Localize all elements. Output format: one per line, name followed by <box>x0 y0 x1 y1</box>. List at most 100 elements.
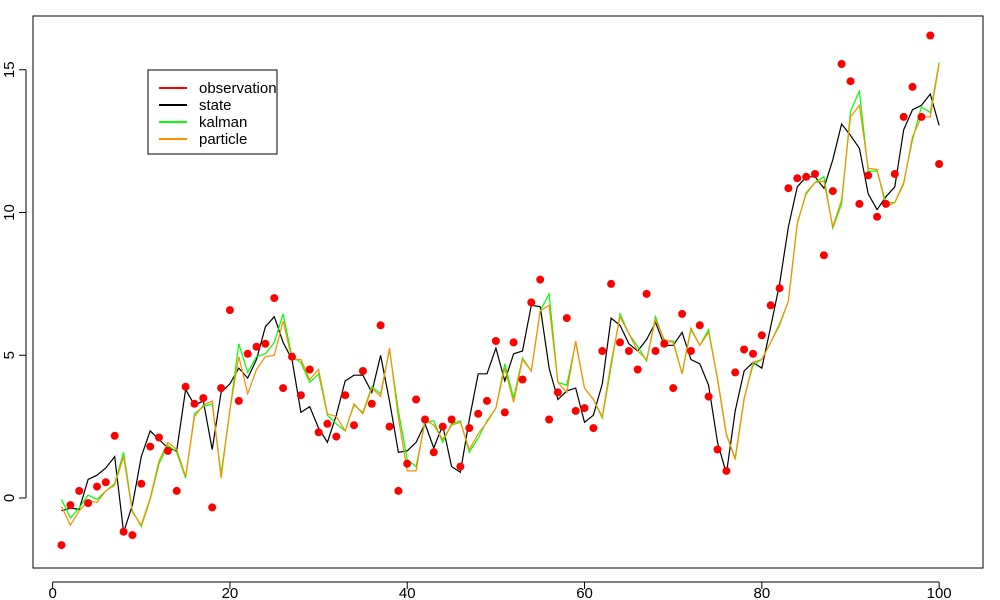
observation-point <box>234 396 243 405</box>
observation-point <box>261 339 270 348</box>
observation-point <box>811 170 819 178</box>
observation-point <box>740 345 749 354</box>
observation-point <box>208 503 217 512</box>
observation-point <box>101 478 110 487</box>
state-series-line <box>61 92 940 533</box>
observation-point <box>722 466 731 475</box>
observation-point <box>935 160 944 168</box>
x-tick-label: 0 <box>48 585 56 600</box>
observation-point <box>917 112 926 121</box>
observation-points <box>57 31 944 550</box>
observation-point <box>926 31 935 40</box>
y-tick-label: 0 <box>1 494 18 502</box>
observation-point <box>403 459 412 468</box>
observation-point <box>288 352 296 361</box>
observation-point <box>828 187 837 196</box>
observation-point <box>314 428 323 437</box>
observation-point <box>846 77 855 86</box>
observation-point <box>128 531 137 540</box>
observation-point <box>137 479 146 488</box>
observation-point <box>855 199 864 208</box>
observation-point <box>580 404 589 413</box>
observation-point <box>421 415 429 424</box>
observation-point <box>881 199 890 208</box>
observation-point <box>527 298 536 307</box>
observation-point <box>899 112 908 121</box>
observation-point <box>766 301 775 310</box>
x-tick-label: 80 <box>753 585 770 600</box>
observation-point <box>385 422 394 431</box>
observation-point <box>695 321 704 330</box>
observation-point <box>633 365 642 374</box>
legend-label-state: state <box>199 97 232 114</box>
observation-point <box>332 432 341 441</box>
observation-point <box>483 396 491 405</box>
observation-point <box>873 212 882 221</box>
y-tick-label: 5 <box>1 351 18 359</box>
observation-point <box>660 339 669 348</box>
observation-point <box>181 382 190 391</box>
observation-point <box>545 415 554 424</box>
observation-point <box>749 349 757 358</box>
observation-point <box>172 486 181 495</box>
observation-point <box>562 314 571 323</box>
observation-point <box>713 445 722 454</box>
observation-point <box>491 337 500 345</box>
observation-point <box>775 284 784 293</box>
observation-point <box>429 448 438 457</box>
observation-point <box>669 384 678 393</box>
observation-point <box>616 338 624 347</box>
observation-point <box>190 399 199 408</box>
observation-point <box>864 171 873 180</box>
legend-label-particle: particle <box>199 131 247 148</box>
observation-point <box>651 347 660 355</box>
y-tick-label: 15 <box>1 61 18 78</box>
observation-point <box>837 60 846 68</box>
observation-point <box>500 408 509 417</box>
observation-point <box>358 367 367 375</box>
observation-point <box>323 419 332 428</box>
observation-point <box>447 415 456 424</box>
observation-point <box>279 384 288 393</box>
observation-point <box>731 368 740 377</box>
observation-point <box>456 462 465 471</box>
observation-point <box>243 349 252 358</box>
observation-point <box>757 331 766 340</box>
observation-point <box>686 347 695 355</box>
x-axis: 0 20 40 60 80 100 <box>48 581 952 600</box>
observation-point <box>438 422 447 431</box>
legend-label-observation: observation <box>199 80 277 97</box>
y-axis: 0 5 10 15 <box>1 61 27 502</box>
observation-point <box>908 82 917 91</box>
observation-point <box>84 499 93 508</box>
x-tick-label: 100 <box>927 585 952 600</box>
observation-point <box>394 486 403 495</box>
observation-point <box>367 399 376 408</box>
observation-point <box>296 391 305 400</box>
series-lines <box>60 62 940 533</box>
observation-point <box>350 421 358 430</box>
observation-point <box>163 446 172 455</box>
observation-point <box>571 406 580 415</box>
observation-point <box>802 172 811 181</box>
observation-point <box>536 275 545 284</box>
observation-point <box>305 365 314 374</box>
observation-point <box>518 375 527 384</box>
x-tick-label: 40 <box>399 585 416 600</box>
observation-point <box>890 170 899 178</box>
observation-point <box>784 184 793 193</box>
observation-point <box>704 392 713 401</box>
observation-point <box>624 347 633 355</box>
observation-point <box>465 424 474 433</box>
observation-point <box>75 486 84 495</box>
observation-point <box>217 384 226 393</box>
observation-point <box>819 251 828 260</box>
observation-point <box>110 431 119 440</box>
observation-point <box>57 541 66 550</box>
observation-point <box>199 394 208 403</box>
observation-point <box>412 395 421 404</box>
plot-frame <box>32 15 984 569</box>
observation-point <box>553 388 562 397</box>
